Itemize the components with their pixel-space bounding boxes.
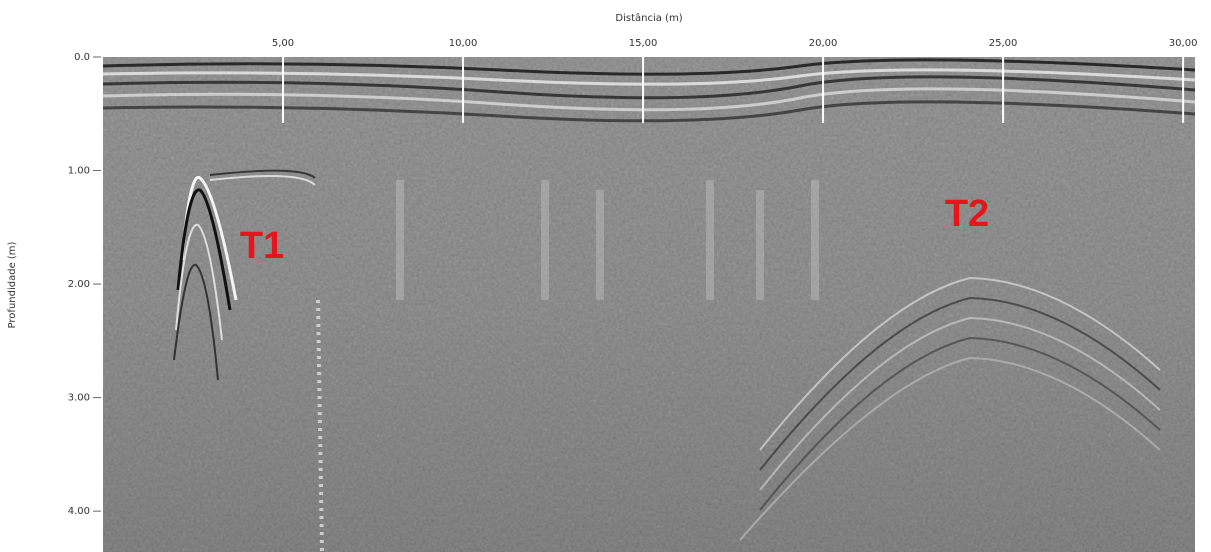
y-tick-label: 3.00 bbox=[68, 393, 90, 404]
x-tick-label: 10,00 bbox=[449, 38, 478, 49]
x-tick-label: 25,00 bbox=[989, 38, 1018, 49]
radargram-image bbox=[103, 57, 1195, 552]
y-tick-label: 2.00 bbox=[68, 279, 90, 290]
y-tick-label: 4.00 bbox=[68, 506, 90, 517]
x-tick-label: 5,00 bbox=[272, 38, 294, 49]
annotation: T1 bbox=[240, 225, 284, 267]
y-tick-label: 0.0 bbox=[74, 52, 90, 63]
annotation: T2 bbox=[945, 193, 989, 235]
x-tick-label: 30,00 bbox=[1169, 38, 1198, 49]
chart: Distância (m) Profundidade (m) 5,00 10,00… bbox=[0, 0, 1211, 552]
y-tick-label: 1.00 bbox=[68, 166, 90, 177]
x-tick-label: 15,00 bbox=[629, 38, 658, 49]
x-axis-label: Distância (m) bbox=[615, 12, 682, 24]
x-tick-label: 20,00 bbox=[809, 38, 838, 49]
y-axis-label: Profundidade (m) bbox=[7, 241, 18, 328]
